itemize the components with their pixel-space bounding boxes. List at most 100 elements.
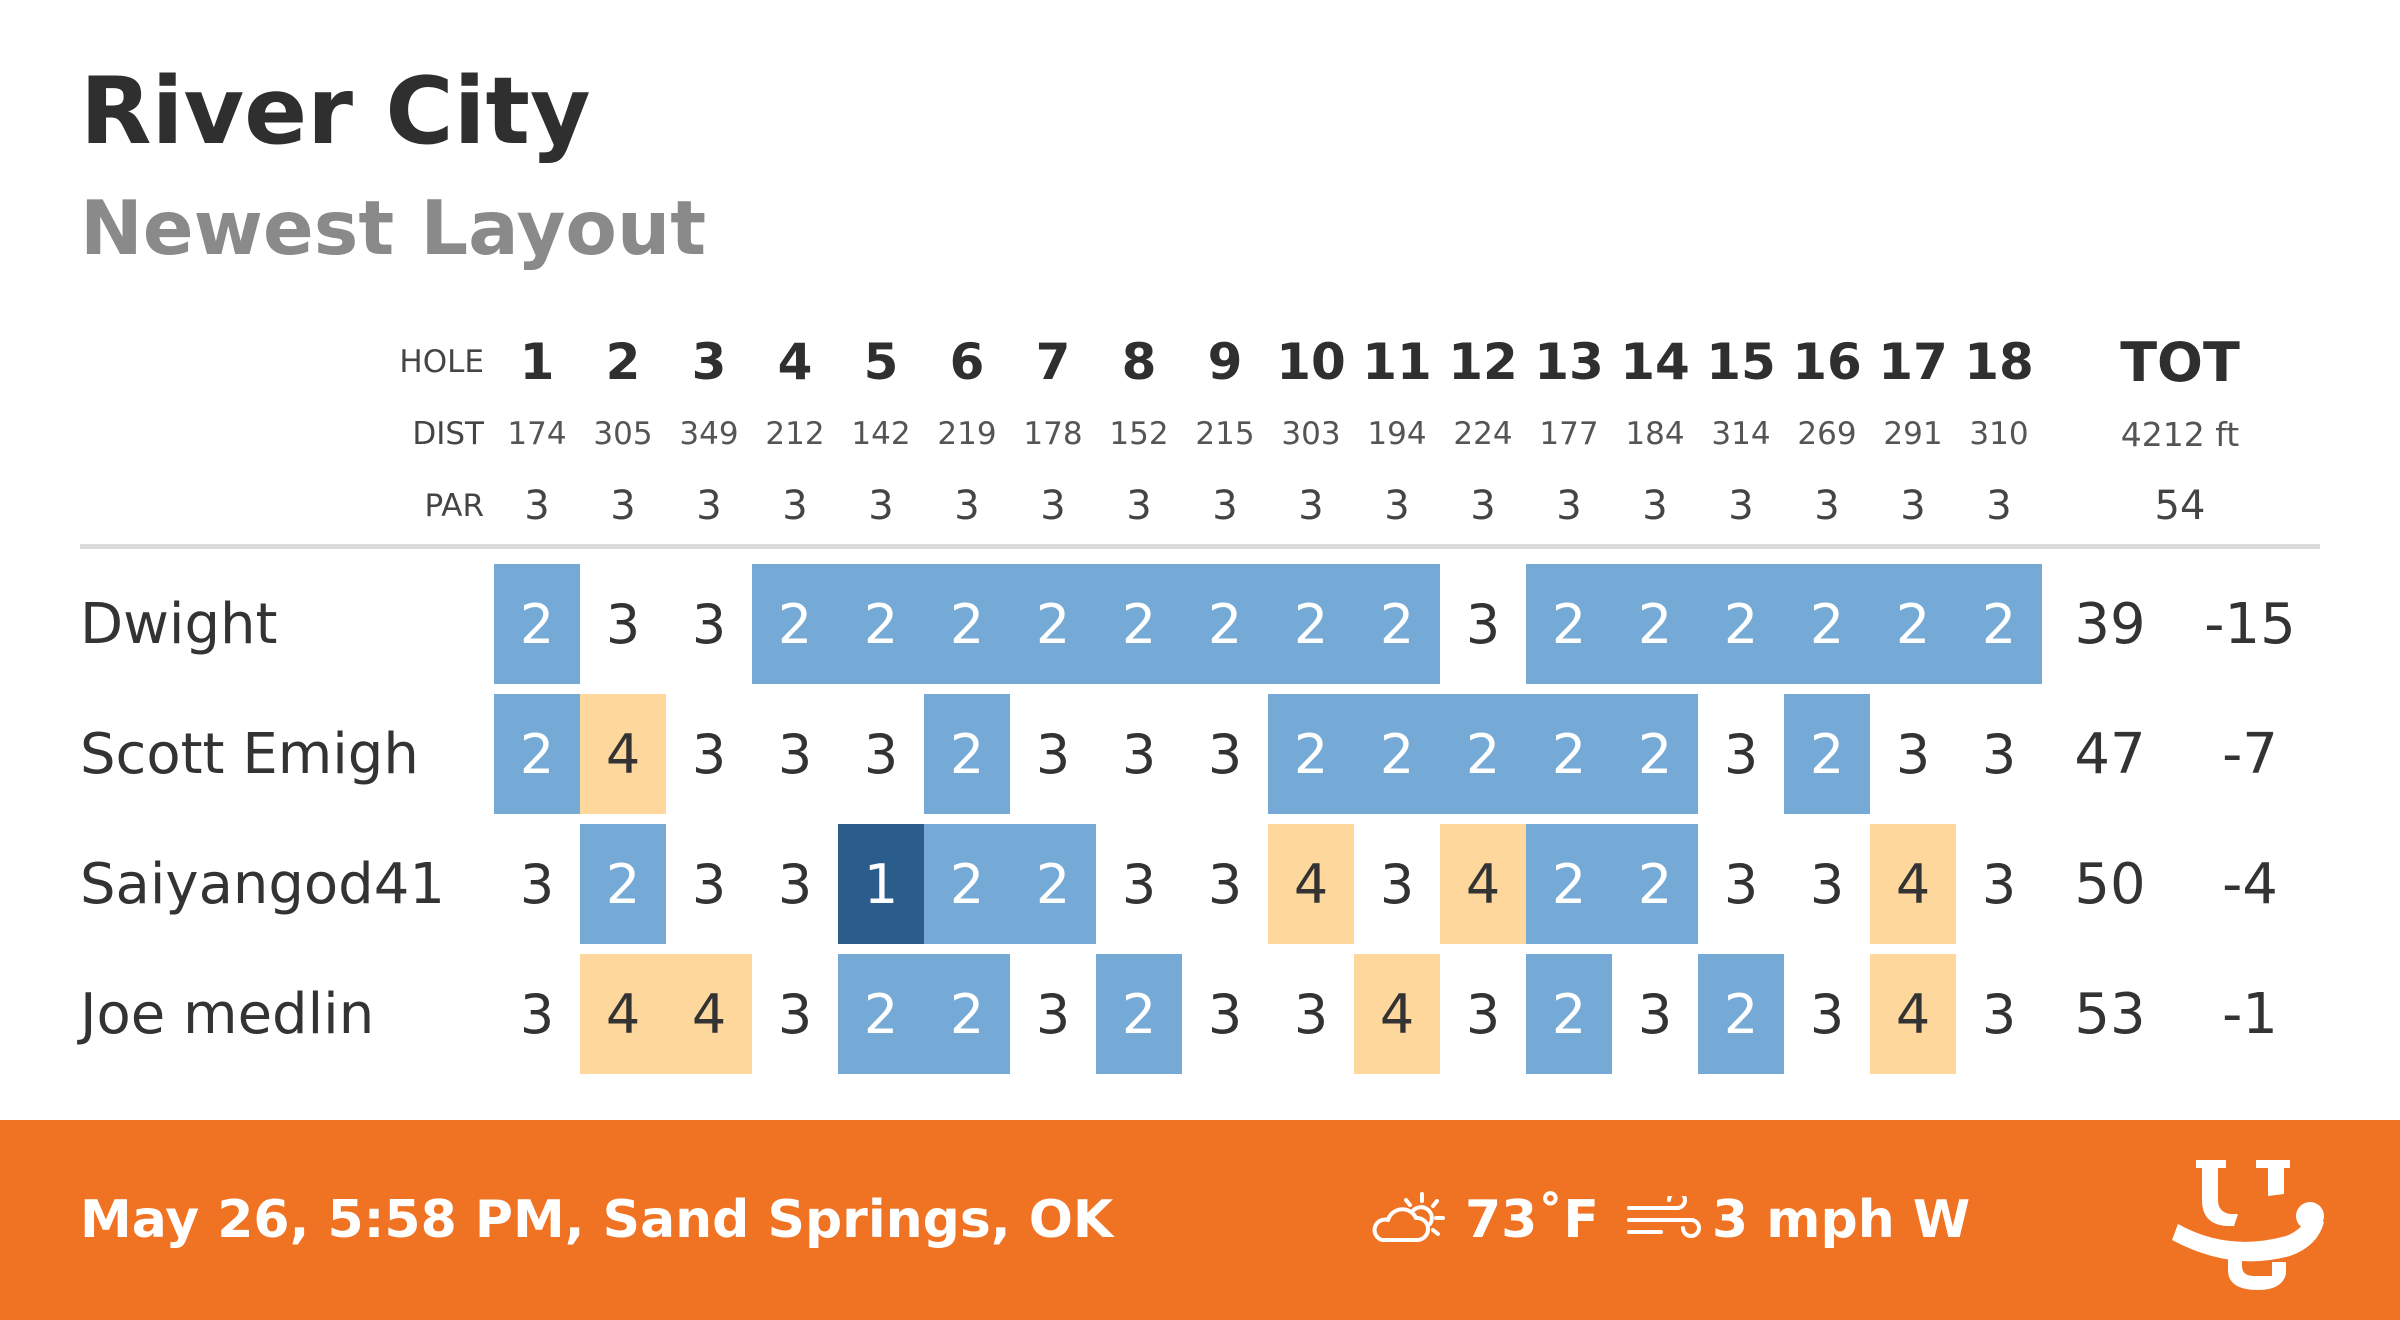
player-total: 39 xyxy=(2074,591,2146,657)
score-cell: 2 xyxy=(838,564,924,684)
score-cell: 2 xyxy=(838,954,924,1074)
hole-number: 12 xyxy=(1448,333,1518,391)
score-cell: 3 xyxy=(1207,722,1243,786)
score-cell: 3 xyxy=(1465,982,1501,1046)
hole-par: 3 xyxy=(1556,483,1582,529)
hole-number: 5 xyxy=(863,333,899,391)
wind-speed: 3 mph W xyxy=(1712,1190,1971,1250)
hole-number: 6 xyxy=(949,333,985,391)
score-cell: 3 xyxy=(1981,722,2017,786)
player-to-par: -4 xyxy=(2222,851,2278,917)
score-cell: 3 xyxy=(519,852,555,916)
score-cell: 2 xyxy=(1526,564,1612,684)
hole-distance: 219 xyxy=(937,416,997,452)
score-cell: 2 xyxy=(924,694,1010,814)
score-cell: 3 xyxy=(691,722,727,786)
dist-row-label: DIST xyxy=(412,416,484,452)
score-cell: 2 xyxy=(924,954,1010,1074)
hole-par: 3 xyxy=(1642,483,1668,529)
score-cell: 3 xyxy=(519,982,555,1046)
player-total: 47 xyxy=(2074,721,2146,787)
score-cell: 2 xyxy=(924,564,1010,684)
hole-par: 3 xyxy=(610,483,636,529)
score-cell: 2 xyxy=(1698,564,1784,684)
score-cell: 3 xyxy=(777,982,813,1046)
player-to-par: -1 xyxy=(2222,981,2278,1047)
score-cell: 4 xyxy=(1268,824,1354,944)
hole-distance: 269 xyxy=(1797,416,1857,452)
score-cell: 4 xyxy=(580,694,666,814)
footer-bar: May 26, 5:58 PM, Sand Springs, OK 73˚F 3… xyxy=(0,1120,2400,1320)
score-cell: 2 xyxy=(1526,954,1612,1074)
hole-par: 3 xyxy=(1728,483,1754,529)
hole-par: 3 xyxy=(782,483,808,529)
player-to-par: -15 xyxy=(2204,591,2296,657)
score-cell: 4 xyxy=(1440,824,1526,944)
hole-par: 3 xyxy=(1470,483,1496,529)
player-name: Joe medlin xyxy=(80,981,375,1047)
hole-par: 3 xyxy=(1040,483,1066,529)
hole-number: 18 xyxy=(1964,333,2034,391)
score-cell: 3 xyxy=(1637,982,1673,1046)
hole-par: 3 xyxy=(1900,483,1926,529)
score-cell: 3 xyxy=(1809,982,1845,1046)
hole-distance: 152 xyxy=(1109,416,1169,452)
hole-distance: 303 xyxy=(1281,416,1341,452)
score-cell: 3 xyxy=(1121,722,1157,786)
player-to-par: -7 xyxy=(2222,721,2278,787)
total-par: 54 xyxy=(2154,483,2206,529)
hole-distance: 184 xyxy=(1625,416,1685,452)
hole-number: 14 xyxy=(1620,333,1690,391)
hole-distance: 215 xyxy=(1195,416,1255,452)
hole-distance: 142 xyxy=(851,416,911,452)
score-cell: 3 xyxy=(1981,852,2017,916)
score-cell: 3 xyxy=(777,852,813,916)
hole-number: 8 xyxy=(1121,333,1157,391)
hole-row-label: HOLE xyxy=(399,344,484,380)
score-cell: 4 xyxy=(1870,954,1956,1074)
hole-distance: 212 xyxy=(765,416,825,452)
score-cell: 3 xyxy=(1035,982,1071,1046)
score-cell: 2 xyxy=(1440,694,1526,814)
score-cell: 3 xyxy=(691,852,727,916)
hole-number: 10 xyxy=(1276,333,1346,391)
hole-distance: 305 xyxy=(593,416,653,452)
hole-distance: 310 xyxy=(1969,416,2029,452)
hole-par: 3 xyxy=(1986,483,2012,529)
score-cell: 2 xyxy=(1268,564,1354,684)
hole-number: 9 xyxy=(1207,333,1243,391)
score-cell: 2 xyxy=(1526,694,1612,814)
score-cell: 2 xyxy=(1526,824,1612,944)
hole-number: 1 xyxy=(519,333,555,391)
score-cell: 2 xyxy=(1870,564,1956,684)
hole-distance: 178 xyxy=(1023,416,1083,452)
score-cell: 3 xyxy=(777,722,813,786)
score-cell: 2 xyxy=(1612,824,1698,944)
score-cell: 2 xyxy=(1096,954,1182,1074)
score-cell: 3 xyxy=(605,592,641,656)
hole-distance: 349 xyxy=(679,416,739,452)
hole-distance: 174 xyxy=(507,416,567,452)
score-cell: 4 xyxy=(666,954,752,1074)
score-cell: 2 xyxy=(1784,694,1870,814)
score-cell: 3 xyxy=(1035,722,1071,786)
total-distance: 4212 ft xyxy=(2120,414,2240,454)
hole-number: 11 xyxy=(1362,333,1432,391)
course-title: River City xyxy=(80,57,591,165)
score-cell: 2 xyxy=(1612,564,1698,684)
score-cell: 4 xyxy=(580,954,666,1074)
score-cell: 2 xyxy=(1956,564,2042,684)
score-cell: 3 xyxy=(1723,722,1759,786)
hole-par: 3 xyxy=(1384,483,1410,529)
hole-par: 3 xyxy=(696,483,722,529)
score-cell: 3 xyxy=(863,722,899,786)
score-cell: 2 xyxy=(1612,694,1698,814)
layout-subtitle: Newest Layout xyxy=(80,184,707,272)
score-cell: 2 xyxy=(1010,824,1096,944)
score-cell: 2 xyxy=(1182,564,1268,684)
player-total: 53 xyxy=(2074,981,2146,1047)
score-cell: 2 xyxy=(1010,564,1096,684)
hole-distance: 224 xyxy=(1453,416,1513,452)
hole-par: 3 xyxy=(1814,483,1840,529)
score-cell: 4 xyxy=(1354,954,1440,1074)
